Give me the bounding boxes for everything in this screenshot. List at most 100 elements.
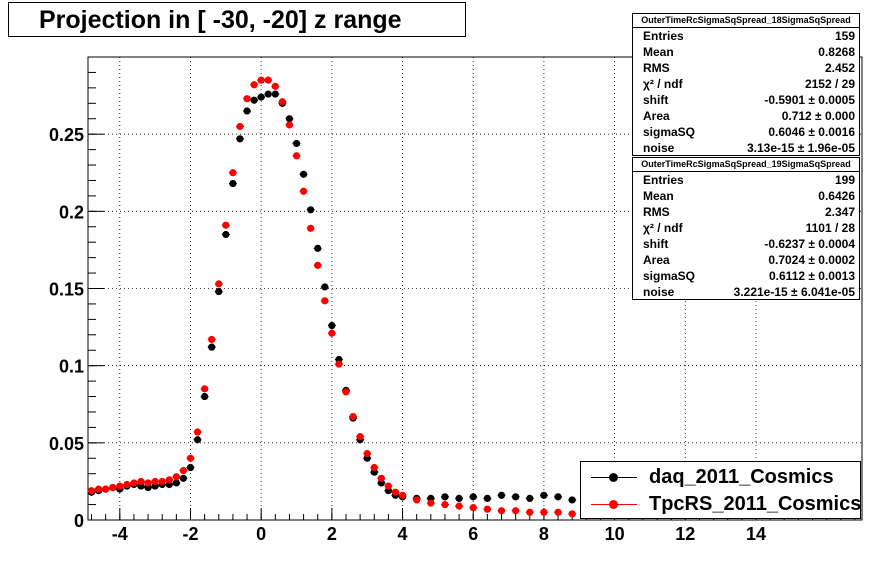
stats-label: Mean [643, 189, 674, 203]
data-point [243, 107, 251, 115]
x-tick-label: 10 [605, 524, 625, 544]
data-point [398, 491, 407, 499]
data-point [222, 230, 230, 239]
data-point [243, 95, 251, 103]
legend-entry-daq: daq_2011_Cosmics [581, 464, 860, 492]
stats-value: 2.452 [824, 61, 855, 75]
data-point [497, 491, 506, 499]
stats-row: χ² / ndf 1101 / 28 [633, 220, 859, 236]
data-point [186, 463, 195, 472]
stats-row: RMS 2.452 [633, 60, 859, 76]
stats-row: noise 3.13e-15 ± 1.96e-05 [633, 140, 859, 156]
stats-header: OuterTimeRcSigmaSqSpread_18SigmaSqSpread [633, 14, 859, 28]
stats-header: OuterTimeRcSigmaSqSpread_19SigmaSqSpread [633, 158, 859, 172]
x-tick-label: 0 [256, 524, 266, 544]
data-point [568, 510, 576, 518]
stats-value: 3.221e-15 ± 6.041e-05 [733, 285, 855, 299]
stats-value: 0.6426 [818, 189, 855, 203]
data-point [299, 187, 308, 195]
data-point [349, 412, 357, 421]
data-point [257, 93, 265, 101]
data-point [87, 487, 96, 495]
data-point [158, 477, 166, 486]
stats-row: Entries 159 [633, 28, 859, 44]
data-point [116, 482, 124, 490]
stats-label: χ² / ndf [643, 77, 683, 91]
data-point [109, 483, 117, 492]
data-point [328, 321, 336, 330]
data-point [151, 477, 159, 486]
data-point [469, 493, 477, 501]
legend-marker-tpcrs [609, 500, 618, 509]
stats-row: shift -0.6237 ± 0.0004 [633, 236, 859, 252]
data-point [307, 224, 315, 232]
data-point [130, 479, 138, 487]
data-point [554, 493, 562, 501]
stats-label: Mean [643, 45, 674, 59]
stats-value: 199 [834, 173, 855, 187]
stats-value: -0.5901 ± 0.0005 [764, 93, 855, 107]
data-point [236, 122, 244, 131]
data-point [512, 507, 520, 515]
data-point [172, 473, 180, 481]
data-point [526, 508, 534, 516]
data-point [271, 90, 279, 98]
stats-label: Entries [643, 29, 684, 43]
data-point [186, 454, 195, 462]
data-point [95, 485, 103, 493]
data-point [384, 482, 393, 490]
x-tick-label: -4 [112, 524, 128, 544]
x-tick-label: 6 [468, 524, 478, 544]
data-point [483, 505, 491, 513]
data-point [172, 479, 180, 487]
data-point [278, 98, 286, 106]
stats-value: 1101 / 28 [805, 221, 855, 235]
data-point [193, 428, 202, 436]
data-point [540, 491, 548, 499]
data-point [137, 477, 145, 486]
data-point [123, 480, 131, 489]
data-point [285, 115, 294, 123]
data-point [314, 244, 322, 252]
data-point [229, 169, 237, 177]
data-point [299, 170, 308, 178]
stats-label: shift [643, 93, 669, 107]
x-tick-label: 4 [398, 524, 408, 544]
data-point [540, 508, 548, 516]
stats-label: RMS [643, 61, 670, 75]
stats-value: 0.7024 ± 0.0002 [768, 253, 855, 267]
legend-entry-tpcrs: TpcRS_2011_Cosmics [581, 491, 862, 519]
stats-label: sigmaSQ [643, 125, 696, 139]
y-tick-label: 0 [74, 511, 84, 531]
stats-row: sigmaSQ 0.6112 ± 0.0013 [633, 268, 859, 284]
stats-row: Area 0.7024 ± 0.0002 [633, 252, 859, 268]
data-point [215, 280, 223, 288]
y-tick-label: 0.25 [49, 125, 84, 145]
data-point [413, 496, 421, 504]
stats-label: RMS [643, 205, 670, 219]
data-point [391, 488, 400, 496]
stats-value: 0.6046 ± 0.0016 [768, 125, 855, 139]
data-point [285, 121, 294, 129]
data-point [179, 467, 188, 475]
legend-label-tpcrs: TpcRS_2011_Cosmics [649, 493, 862, 515]
data-point [165, 476, 173, 484]
x-tick-label: 12 [675, 524, 695, 544]
stats-box-18: OuterTimeRcSigmaSqSpread_18SigmaSqSpread… [632, 13, 860, 156]
data-point [102, 485, 110, 493]
data-point [335, 360, 343, 368]
data-point [215, 287, 223, 296]
x-tick-label: 8 [539, 524, 549, 544]
stats-label: shift [643, 237, 669, 251]
stats-row: χ² / ndf 2152 / 29 [633, 76, 859, 92]
data-point [292, 139, 301, 148]
stats-value: 3.13e-15 ± 1.96e-05 [747, 141, 855, 155]
data-point [264, 90, 272, 98]
stats-row: sigmaSQ 0.6046 ± 0.0016 [633, 124, 859, 140]
stats-label: Area [643, 109, 670, 123]
data-point [250, 81, 258, 89]
data-point [427, 499, 435, 507]
data-point [208, 343, 216, 351]
stats-row: Mean 0.8268 [633, 44, 859, 60]
data-point [441, 500, 449, 509]
